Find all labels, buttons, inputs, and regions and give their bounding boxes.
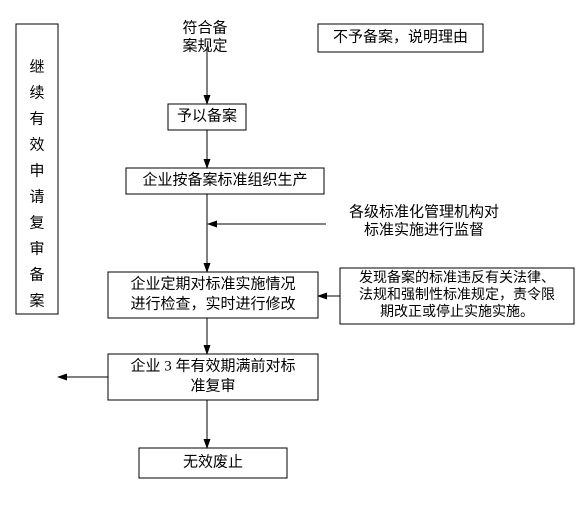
supervise_label: 各级标准化管理机构对标准实施进行监督 [349,203,499,238]
produce: 企业按备案标准组织生产 [126,168,324,194]
approve-label: 予以备案 [177,106,237,124]
review3y-label: 企业 3 年有效期满前对标 [130,356,295,374]
review3y: 企业 3 年有效期满前对标准复审 [108,354,318,400]
violation: 发现备案的标准违反有关法律、法规和强制性标准规定，责令限期改正或停止实施实施。 [340,268,574,324]
violation-label: 期改正或停止实施实施。 [380,303,534,320]
left_tall-label: 申 [29,162,44,179]
top_label: 符合备案规定 [182,19,227,54]
left_tall-label: 审 [29,240,44,257]
left_tall-label: 继 [29,58,44,75]
abolish: 无效废止 [139,448,287,478]
reject: 不予备案，说明理由 [318,24,483,52]
abolish-label: 无效废止 [183,453,243,470]
supervise_label-label: 各级标准化管理机构对 [349,203,499,220]
left_tall-label: 续 [29,84,44,101]
violation-label: 发现备案的标准违反有关法律、 [359,269,555,286]
left_tall-label: 有 [29,110,44,127]
left_tall: 继续有效申请复审备案 [16,24,58,314]
top_label-label: 符合备 [182,19,227,36]
inspect: 企业定期对标准实施情况进行检查，实时进行修改 [108,272,318,318]
supervise_label-label: 标准实施进行监督 [364,221,484,238]
top_label-label: 案规定 [182,36,227,54]
approve: 予以备案 [168,104,246,130]
inspect-label: 企业定期对标准实施情况 [130,274,295,292]
left_tall-label: 复 [29,213,44,231]
reject-label: 不予备案，说明理由 [333,27,468,45]
inspect-label: 进行检查，实时进行修改 [130,295,295,312]
left_tall-label: 案 [29,291,44,309]
left_tall-label: 备 [29,266,44,283]
violation-label: 法规和强制性标准规定，责令限 [359,287,555,303]
left_tall-label: 请 [29,188,44,205]
review3y-label: 准复审 [190,376,235,394]
produce-label: 企业按备案标准组织生产 [142,170,307,188]
left_tall-label: 效 [29,136,44,153]
